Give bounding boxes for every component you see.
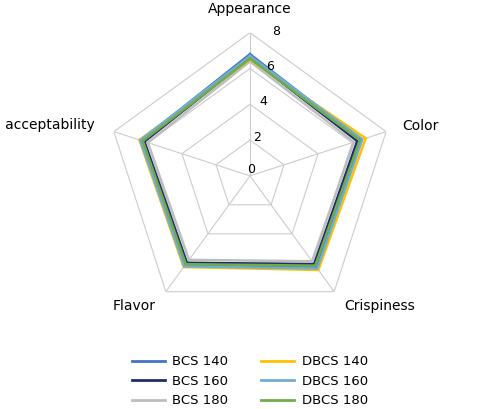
Text: Color: Color	[402, 119, 439, 133]
Text: 4: 4	[260, 95, 268, 108]
Text: 6: 6	[266, 60, 274, 73]
Text: 0: 0	[247, 163, 255, 176]
Text: 2: 2	[253, 130, 261, 144]
Text: Overall acceptability: Overall acceptability	[0, 119, 95, 133]
Text: 8: 8	[272, 25, 280, 38]
Text: Appearance: Appearance	[208, 2, 292, 16]
Legend: BCS 140, BCS 160, BCS 180, DBCS 140, DBCS 160, DBCS 180: BCS 140, BCS 160, BCS 180, DBCS 140, DBC…	[126, 350, 374, 409]
Text: Flavor: Flavor	[113, 299, 156, 312]
Text: Crispiness: Crispiness	[344, 299, 415, 312]
